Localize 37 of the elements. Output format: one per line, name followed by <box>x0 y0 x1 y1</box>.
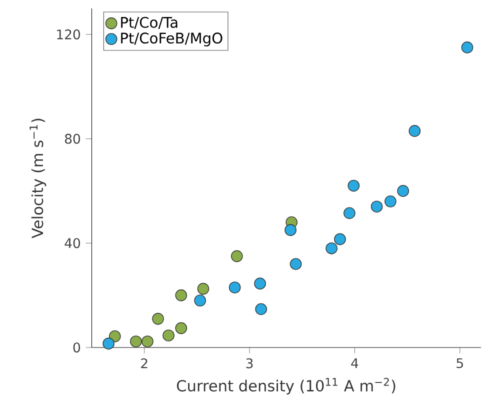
point <box>142 335 154 348</box>
y-tick-label: 120 <box>57 29 80 40</box>
x-tick-label: 4 <box>351 358 358 368</box>
point <box>108 330 121 342</box>
legend-label: Pt/Co/Ta <box>121 16 178 29</box>
point <box>384 195 396 208</box>
x-tick-label: 5 <box>456 358 463 368</box>
point <box>370 200 383 212</box>
point <box>130 335 142 348</box>
y-axis-title: Velocity (m s$^{−1}$) <box>30 118 46 238</box>
y-tick-label: 0 <box>73 342 80 352</box>
point <box>230 250 243 262</box>
x-tick-label: 3 <box>246 358 253 368</box>
x-axis-title: Current density (10$^{11}$ A m$^{−2}$) <box>176 378 396 394</box>
point <box>194 294 206 306</box>
point <box>152 312 164 324</box>
point <box>344 207 356 219</box>
point <box>254 277 266 290</box>
y-tick-label: 80 <box>64 134 80 144</box>
legend-label: Pt/CoFeB/MgO <box>121 32 222 46</box>
point <box>255 303 267 315</box>
point <box>197 282 210 294</box>
point <box>102 337 114 350</box>
point <box>408 124 421 137</box>
point <box>290 258 302 270</box>
point <box>397 184 409 197</box>
y-tick-label: 40 <box>64 238 80 248</box>
point <box>175 289 188 302</box>
point <box>162 329 174 342</box>
x-tick-label: 2 <box>141 358 148 368</box>
point <box>461 41 474 54</box>
point <box>326 242 338 254</box>
point <box>348 180 360 192</box>
point <box>334 233 346 245</box>
point <box>175 322 188 334</box>
point <box>228 281 241 294</box>
point <box>284 224 296 236</box>
